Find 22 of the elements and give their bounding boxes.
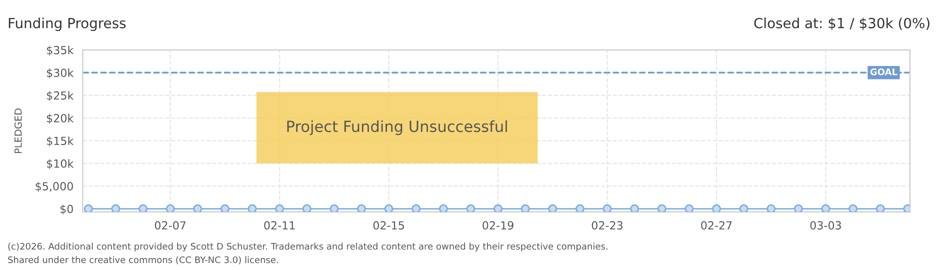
ref-line-label: GOAL <box>870 68 898 76</box>
y-tick-label: $30k <box>46 68 74 78</box>
x-tick-label: 02-07 <box>154 221 186 230</box>
y-tick-label: $15k <box>46 136 74 147</box>
text: (c)2026. Additional content provided by Scott D Schuster. Trademarks and related content are owned by their respective companies. <box>8 242 608 252</box>
x-tick-label: 02-19 <box>482 221 514 230</box>
x-tick-label: 02-11 <box>264 221 295 230</box>
annotation: Project Funding Unsuccessful <box>287 120 507 136</box>
y-tick-label: $35k <box>46 46 74 56</box>
y-tick-label: $25k <box>46 91 74 102</box>
x-tick-label: 02-27 <box>701 221 732 230</box>
chart-subtitle: Closed at: $1 / $30k (0%) <box>754 18 930 30</box>
x-tick-label: 03-03 <box>810 221 841 230</box>
y-tick-label: $0 <box>60 204 73 215</box>
x-tick-label: 02-15 <box>373 221 404 230</box>
y-tick-label: $5,000 <box>36 182 73 192</box>
y-tick-label: $20k <box>46 114 74 124</box>
chart-title: Funding Progress <box>8 18 126 32</box>
x-tick-label: 02-23 <box>592 221 623 230</box>
text: Shared under the creative commons (CC BY-NC 3.0) license. <box>8 256 278 264</box>
y-tick-label: $10k <box>46 159 74 170</box>
y-axis-title: PLEDGED <box>14 108 22 154</box>
